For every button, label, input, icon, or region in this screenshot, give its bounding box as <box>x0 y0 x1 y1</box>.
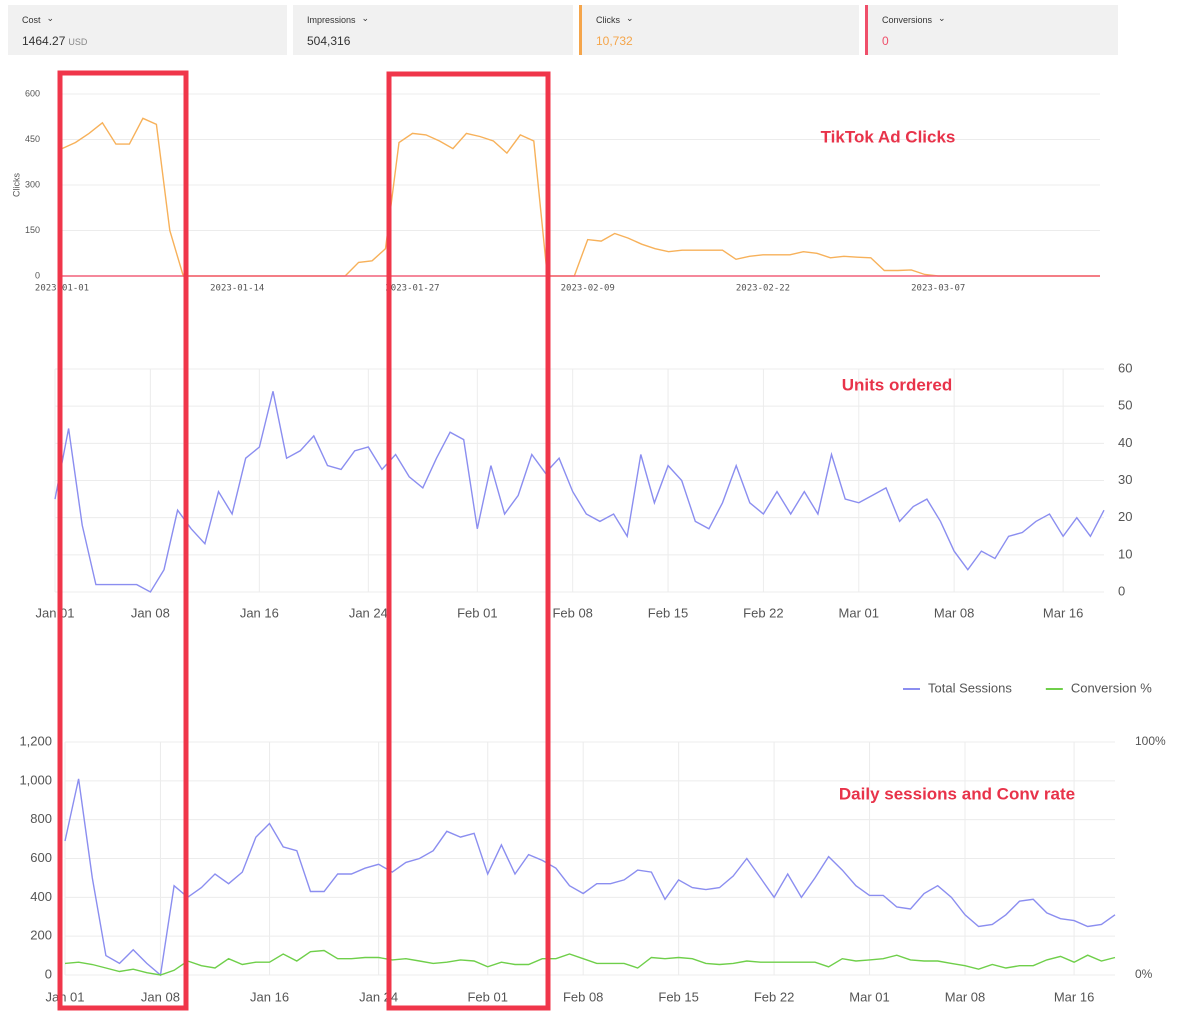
y-tick-label: 40 <box>1118 435 1132 450</box>
y-tick-label: 0 <box>35 270 40 280</box>
x-tick-label: Jan 01 <box>45 989 84 1004</box>
x-tick-label: 2023-01-27 <box>385 284 439 294</box>
x-tick-label: Jan 16 <box>240 605 279 620</box>
x-tick-label: Feb 22 <box>743 605 783 620</box>
card-value: 0 <box>882 34 889 48</box>
card-value: 1464.27 <box>22 34 66 48</box>
x-tick-label: Jan 24 <box>359 989 398 1004</box>
y-tick-label: 200 <box>30 928 52 943</box>
x-tick-label: Jan 08 <box>131 605 170 620</box>
x-tick-label: Mar 08 <box>934 605 974 620</box>
chart-annotation: Daily sessions and Conv rate <box>839 784 1075 803</box>
x-tick-label: Jan 24 <box>349 605 388 620</box>
card-value: 10,732 <box>596 34 633 48</box>
y-tick-label: 50 <box>1118 398 1132 413</box>
x-tick-label: Jan 08 <box>141 989 180 1004</box>
data-line <box>64 778 1116 977</box>
x-tick-label: Feb 01 <box>467 989 507 1004</box>
y-tick-label: 10 <box>1118 546 1132 561</box>
y-tick-label: 30 <box>1118 472 1132 487</box>
y-tick-label: 600 <box>30 850 52 865</box>
x-tick-label: 2023-01-01 <box>35 284 89 294</box>
legend-label: Conversion % <box>1071 680 1152 695</box>
data-line <box>54 391 1105 593</box>
card-label: Impressions <box>307 15 559 26</box>
metric-card[interactable]: Conversions 0 <box>865 5 1118 55</box>
card-label: Clicks <box>596 15 845 26</box>
x-tick-label: 2023-02-22 <box>736 284 790 294</box>
y-tick-label: 60 <box>1118 360 1132 375</box>
x-tick-label: Mar 01 <box>849 989 889 1004</box>
y2-tick-label: 100% <box>1135 734 1166 748</box>
x-tick-label: Feb 08 <box>563 989 603 1004</box>
chart-annotation: Units ordered <box>842 375 953 394</box>
y-tick-label: 20 <box>1118 509 1132 524</box>
y-tick-label: 300 <box>25 179 40 189</box>
x-tick-label: Mar 01 <box>839 605 879 620</box>
y-tick-label: 400 <box>30 889 52 904</box>
x-tick-label: Feb 15 <box>648 605 688 620</box>
y-tick-label: 0 <box>45 966 52 981</box>
x-tick-label: 2023-01-14 <box>210 284 264 294</box>
x-tick-label: 2023-03-07 <box>911 284 965 294</box>
card-unit: USD <box>68 37 88 47</box>
y-tick-label: 600 <box>25 88 40 98</box>
x-tick-label: Jan 01 <box>35 605 74 620</box>
card-value-row: 1464.27 USD <box>22 34 273 48</box>
x-tick-label: Mar 16 <box>1043 605 1083 620</box>
y-tick-label: 150 <box>25 225 40 235</box>
y-tick-label: 1,000 <box>19 772 52 787</box>
y2-tick-label: 0% <box>1135 967 1153 981</box>
y-tick-label: 1,200 <box>19 733 52 748</box>
x-tick-label: Feb 01 <box>457 605 497 620</box>
y-tick-label: 450 <box>25 134 40 144</box>
x-tick-label: Mar 08 <box>945 989 985 1004</box>
y-tick-label: 0 <box>1118 583 1125 598</box>
legend-label: Total Sessions <box>928 680 1012 695</box>
y-axis-label: Clicks <box>11 173 21 197</box>
card-label: Cost <box>22 15 273 26</box>
metric-card[interactable]: Impressions 504,316 <box>293 5 573 55</box>
chart-annotation: TikTok Ad Clicks <box>821 127 956 146</box>
x-tick-label: Mar 16 <box>1054 989 1094 1004</box>
x-tick-label: Feb 15 <box>658 989 698 1004</box>
x-tick-label: Jan 16 <box>250 989 289 1004</box>
metric-card[interactable]: Clicks 10,732 <box>579 5 859 55</box>
card-value: 504,316 <box>307 34 351 48</box>
y-tick-label: 800 <box>30 811 52 826</box>
x-tick-label: Feb 22 <box>754 989 794 1004</box>
data-line <box>64 949 1116 976</box>
card-label: Conversions <box>882 15 1104 26</box>
x-tick-label: Feb 08 <box>552 605 592 620</box>
x-tick-label: 2023-02-09 <box>561 284 615 294</box>
